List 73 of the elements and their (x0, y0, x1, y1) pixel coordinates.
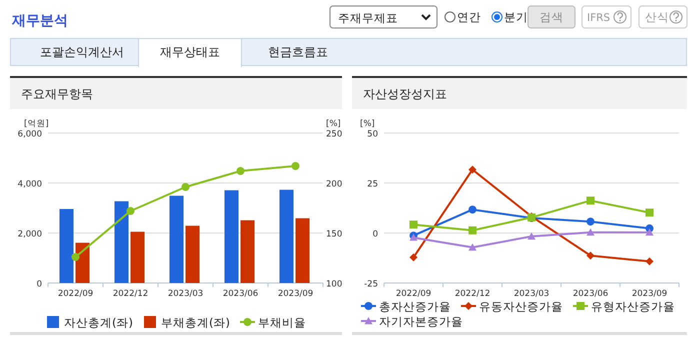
point (586, 218, 594, 226)
y-axis-title: [억원] (24, 119, 49, 129)
y-tick-label: 0 (372, 230, 378, 240)
bar (130, 232, 144, 283)
y-tick-label: 6,000 (18, 130, 42, 140)
y2-tick-label: 250 (326, 130, 342, 140)
bar (280, 190, 294, 283)
point (292, 162, 300, 170)
point (126, 207, 134, 215)
y-tick-label: 0 (36, 280, 42, 290)
point (468, 166, 476, 174)
bar (60, 209, 74, 283)
y-tick-label: 2,000 (18, 230, 42, 240)
x-tick-label: 2023/09 (632, 289, 668, 299)
point (72, 253, 80, 261)
text: 포괄손익계산서 (40, 45, 124, 59)
legend-label: 자산총계(좌) (64, 316, 133, 330)
text: 연간 (457, 10, 481, 24)
text: IFRS (587, 12, 610, 24)
text: 산식 (645, 10, 669, 24)
y2-axis-title: [%] (326, 119, 341, 129)
point (236, 167, 244, 175)
point (182, 183, 190, 191)
chart-title: 주요재무항목 (21, 87, 93, 101)
x-tick-label: 2023/09 (278, 289, 314, 299)
bar (186, 226, 200, 283)
y-tick-label: 50 (367, 130, 378, 140)
point (410, 253, 418, 262)
text: 검색 (540, 10, 564, 24)
point (586, 228, 594, 236)
legend-label: 유형자산증가율 (591, 300, 675, 314)
x-tick-label: 2023/06 (222, 289, 258, 299)
bar (240, 220, 254, 283)
x-tick-label: 2022/09 (396, 289, 432, 299)
bar (224, 190, 238, 283)
legend-label: 총자산증가율 (379, 300, 451, 314)
legend-label: 부채총계(좌) (161, 316, 230, 330)
y-tick-label: 4,000 (18, 180, 42, 190)
y2-tick-label: 100 (326, 280, 342, 290)
y-tick-label: -25 (364, 280, 378, 290)
point (646, 257, 654, 266)
bar (296, 218, 310, 283)
bar (170, 196, 184, 283)
x-tick-label: 2023/06 (572, 289, 608, 299)
text: 주재무제표 (338, 11, 398, 25)
x-tick-label: 2022/12 (454, 289, 490, 299)
text: 재무분석 (11, 13, 68, 29)
x-tick-label: 2023/03 (168, 289, 204, 299)
x-tick-label: 2022/12 (112, 289, 148, 299)
point (410, 220, 418, 229)
point (646, 208, 654, 217)
point (528, 232, 536, 240)
chart-title: 자산성장성지표 (363, 87, 447, 101)
text: 현금흐름표 (268, 45, 328, 59)
y-axis-title: [%] (360, 119, 375, 129)
x-tick-label: 2022/09 (58, 289, 94, 299)
legend-label: 유동자산증가율 (479, 300, 563, 314)
point (586, 252, 594, 260)
point (468, 243, 476, 251)
text: 분기 (504, 10, 528, 24)
y-tick-label: 25 (367, 180, 378, 190)
y2-tick-label: 200 (326, 180, 342, 190)
text: 재무상태표 (160, 45, 220, 59)
legend-label: 자기자본증가율 (379, 314, 463, 328)
point (468, 206, 476, 214)
point (646, 228, 654, 236)
x-tick-label: 2023/03 (514, 289, 550, 299)
bar (114, 201, 128, 283)
legend-label: 부채비율 (258, 316, 306, 330)
y2-tick-label: 150 (326, 230, 342, 240)
bar (76, 242, 90, 283)
point (586, 196, 594, 205)
point (468, 226, 476, 234)
